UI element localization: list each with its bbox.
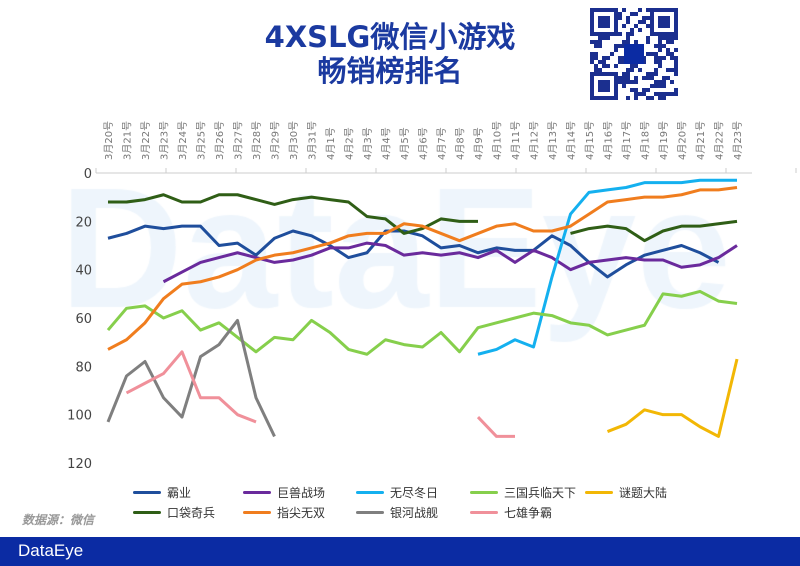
series-line bbox=[477, 178, 737, 356]
series-霸业 bbox=[107, 224, 720, 279]
footer-logo: DataEye bbox=[18, 541, 84, 560]
x-tick-label: 4月19号 bbox=[658, 121, 670, 160]
qr-code-icon bbox=[590, 8, 678, 100]
y-tick-label: 80 bbox=[75, 360, 92, 375]
legend-label: 霸业 bbox=[167, 486, 192, 500]
legend-swatch bbox=[133, 491, 161, 494]
series-line bbox=[107, 224, 720, 279]
legend-item[interactable]: 口袋奇兵 bbox=[133, 504, 215, 521]
x-tick-label: 4月20号 bbox=[677, 121, 689, 160]
x-tick-label: 3月29号 bbox=[270, 121, 282, 160]
x-tick-label: 3月24号 bbox=[177, 121, 189, 160]
x-tick-label: 3月22号 bbox=[140, 121, 152, 160]
series-银河战舰 bbox=[106, 318, 276, 438]
series-line bbox=[106, 289, 738, 356]
data-source: 数据源：微信 bbox=[22, 513, 95, 527]
legend-item[interactable]: 霸业 bbox=[133, 484, 191, 501]
legend-swatch bbox=[243, 511, 271, 514]
series-无尽冬日 bbox=[477, 178, 738, 356]
x-tick-label: 4月4号 bbox=[381, 127, 393, 160]
x-tick-label: 4月8号 bbox=[455, 127, 467, 160]
y-tick-label: 60 bbox=[75, 312, 92, 327]
x-tick-label: 4月11号 bbox=[510, 121, 522, 160]
series-line bbox=[476, 416, 515, 438]
x-tick-label: 3月30号 bbox=[288, 121, 300, 160]
series-line bbox=[125, 350, 257, 424]
line-chart: 3月20号 3月21号 3月22号 3月23号 3月24号 3月25号 3月26号 3月27号… bbox=[67, 121, 797, 472]
x-tick-label: 4月13号 bbox=[547, 121, 559, 160]
x-tick-label: 4月12号 bbox=[529, 121, 541, 160]
series-line bbox=[606, 358, 739, 438]
series-口袋奇兵 bbox=[107, 193, 738, 243]
series-三国兵临天下 bbox=[106, 289, 738, 356]
title-line-2: 畅销榜排名 bbox=[317, 54, 463, 88]
series-谜题大陆 bbox=[606, 358, 739, 438]
legend-swatch bbox=[133, 511, 161, 514]
legend-label: 口袋奇兵 bbox=[167, 506, 216, 520]
legend-item[interactable]: 巨兽战场 bbox=[243, 484, 325, 501]
legend-swatch bbox=[470, 491, 498, 494]
x-tick-label: 4月9号 bbox=[473, 127, 485, 160]
legend-item[interactable]: 谜题大陆 bbox=[585, 484, 667, 501]
legend-item[interactable]: 三国兵临天下 bbox=[470, 484, 576, 501]
x-tick-label: 4月2号 bbox=[344, 127, 356, 160]
x-tick-label: 4月1号 bbox=[325, 127, 337, 160]
x-tick-label: 3月20号 bbox=[103, 121, 115, 160]
title-line-1: 4XSLG微信小游戏 bbox=[264, 20, 516, 54]
x-tick-label: 4月23号 bbox=[732, 121, 744, 160]
x-tick-label: 3月31号 bbox=[307, 121, 319, 160]
legend-item[interactable]: 指尖无双 bbox=[243, 504, 325, 521]
x-tick-label: 3月26号 bbox=[214, 121, 226, 160]
legend-label: 七雄争霸 bbox=[504, 506, 553, 520]
x-tick-label: 4月18号 bbox=[640, 121, 652, 160]
x-tick-label: 3月23号 bbox=[159, 121, 171, 160]
legend-swatch bbox=[243, 491, 271, 494]
legend-swatch bbox=[470, 511, 498, 514]
legend-swatch bbox=[356, 511, 384, 514]
y-tick-label: 0 bbox=[84, 167, 92, 182]
x-tick-label: 4月10号 bbox=[492, 121, 504, 160]
x-tick-label: 4月22号 bbox=[714, 121, 726, 160]
legend-swatch bbox=[585, 491, 613, 494]
x-tick-label: 4月17号 bbox=[621, 121, 633, 160]
legend-label: 无尽冬日 bbox=[390, 486, 439, 500]
y-tick-label: 120 bbox=[67, 457, 92, 472]
x-tick-label: 3月28号 bbox=[251, 121, 263, 160]
y-tick-label: 100 bbox=[67, 409, 92, 424]
legend-item[interactable]: 银河战舰 bbox=[356, 504, 438, 521]
x-tick-label: 3月21号 bbox=[122, 121, 134, 160]
series-line bbox=[570, 219, 738, 243]
x-tick-label: 4月15号 bbox=[584, 121, 596, 160]
legend-item[interactable]: 无尽冬日 bbox=[356, 484, 438, 501]
legend-swatch bbox=[356, 491, 384, 494]
series-指尖无双 bbox=[107, 186, 738, 351]
series-line bbox=[106, 318, 276, 438]
x-tick-label: 4月6号 bbox=[418, 127, 430, 160]
x-tick-label: 4月3号 bbox=[362, 127, 374, 160]
x-tick-label: 4月21号 bbox=[695, 121, 707, 160]
x-tick-label: 3月27号 bbox=[233, 121, 245, 160]
legend-item[interactable]: 七雄争霸 bbox=[470, 504, 552, 521]
y-tick-label: 20 bbox=[75, 215, 92, 230]
footer-bar: DataEye bbox=[0, 537, 800, 566]
x-tick-label: 4月14号 bbox=[566, 121, 578, 160]
x-tick-label: 4月16号 bbox=[603, 121, 615, 160]
legend-label: 银河战舰 bbox=[390, 506, 439, 520]
y-tick-label: 40 bbox=[75, 264, 92, 279]
legend-label: 巨兽战场 bbox=[277, 486, 326, 500]
legend-label: 谜题大陆 bbox=[619, 486, 668, 500]
x-tick-label: 4月5号 bbox=[399, 127, 411, 160]
legend-label: 指尖无双 bbox=[277, 506, 326, 520]
x-tick-label: 4月7号 bbox=[436, 127, 448, 160]
x-tick-label: 3月25号 bbox=[196, 121, 208, 160]
legend-label: 三国兵临天下 bbox=[504, 486, 577, 500]
series-七雄争霸 bbox=[125, 350, 516, 438]
